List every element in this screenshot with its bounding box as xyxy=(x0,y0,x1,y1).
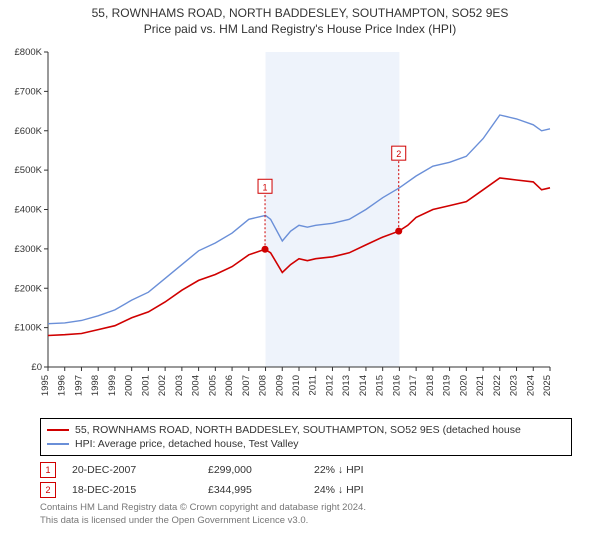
sales-table: 1 20-DEC-2007 £299,000 22% ↓ HPI 2 18-DE… xyxy=(40,462,572,498)
footnote-line: Contains HM Land Registry data © Crown c… xyxy=(40,502,572,514)
svg-text:2021: 2021 xyxy=(475,375,486,396)
svg-text:2015: 2015 xyxy=(375,375,386,396)
svg-text:2005: 2005 xyxy=(207,375,218,396)
sale-date: 18-DEC-2015 xyxy=(72,484,192,496)
svg-text:2000: 2000 xyxy=(124,375,135,396)
sale-diff: 24% ↓ HPI xyxy=(314,484,404,496)
svg-text:2007: 2007 xyxy=(241,375,252,396)
svg-text:2018: 2018 xyxy=(425,375,436,396)
svg-text:2006: 2006 xyxy=(224,375,235,396)
svg-text:£0: £0 xyxy=(31,362,42,373)
line-chart: £0 £100K £200K £300K £400K £500K £600K £700K £80… xyxy=(0,42,560,412)
svg-text:2016: 2016 xyxy=(391,375,402,396)
svg-text:2004: 2004 xyxy=(191,375,202,396)
svg-text:2002: 2002 xyxy=(157,375,168,396)
svg-text:1999: 1999 xyxy=(107,375,118,396)
svg-text:£400K: £400K xyxy=(15,205,43,216)
svg-text:2013: 2013 xyxy=(341,375,352,396)
svg-text:2019: 2019 xyxy=(442,375,453,396)
svg-text:£600K: £600K xyxy=(15,126,43,137)
sale-price: £299,000 xyxy=(208,464,298,476)
svg-text:2003: 2003 xyxy=(174,375,185,396)
svg-text:2009: 2009 xyxy=(274,375,285,396)
chart-title: 55, ROWNHAMS ROAD, NORTH BADDESLEY, SOUT… xyxy=(0,6,600,20)
svg-text:2: 2 xyxy=(396,149,401,159)
svg-text:£100K: £100K xyxy=(15,323,43,334)
svg-text:2023: 2023 xyxy=(509,375,520,396)
legend-label: HPI: Average price, detached house, Test… xyxy=(75,437,299,451)
legend-swatch xyxy=(47,429,69,431)
legend-label: 55, ROWNHAMS ROAD, NORTH BADDESLEY, SOUT… xyxy=(75,423,521,437)
svg-text:2014: 2014 xyxy=(358,375,369,396)
sale-diff: 22% ↓ HPI xyxy=(314,464,404,476)
svg-text:2012: 2012 xyxy=(324,375,335,396)
footnote-line: This data is licensed under the Open Gov… xyxy=(40,515,572,527)
svg-text:£700K: £700K xyxy=(15,86,43,97)
sale-marker-icon: 1 xyxy=(40,462,56,478)
svg-text:2017: 2017 xyxy=(408,375,419,396)
svg-text:1: 1 xyxy=(263,182,268,192)
sale-price: £344,995 xyxy=(208,484,298,496)
svg-text:1995: 1995 xyxy=(40,375,51,396)
svg-text:2011: 2011 xyxy=(308,375,319,395)
svg-text:2001: 2001 xyxy=(140,375,151,396)
svg-text:1996: 1996 xyxy=(57,375,68,396)
svg-text:2025: 2025 xyxy=(542,375,553,396)
svg-text:£200K: £200K xyxy=(15,283,43,294)
sale-marker-icon: 2 xyxy=(40,482,56,498)
svg-text:£300K: £300K xyxy=(15,244,43,255)
svg-text:£500K: £500K xyxy=(15,165,43,176)
sale-date: 20-DEC-2007 xyxy=(72,464,192,476)
svg-text:2020: 2020 xyxy=(458,375,469,396)
chart-subtitle: Price paid vs. HM Land Registry's House … xyxy=(0,22,600,36)
sale-row: 2 18-DEC-2015 £344,995 24% ↓ HPI xyxy=(40,482,572,498)
legend-item-price-paid: 55, ROWNHAMS ROAD, NORTH BADDESLEY, SOUT… xyxy=(47,423,565,437)
svg-text:2008: 2008 xyxy=(258,375,269,396)
legend-item-hpi: HPI: Average price, detached house, Test… xyxy=(47,437,565,451)
legend: 55, ROWNHAMS ROAD, NORTH BADDESLEY, SOUT… xyxy=(40,418,572,456)
legend-swatch xyxy=(47,443,69,445)
footnote: Contains HM Land Registry data © Crown c… xyxy=(40,502,572,527)
svg-text:£800K: £800K xyxy=(15,47,43,58)
svg-text:2010: 2010 xyxy=(291,375,302,396)
svg-text:2024: 2024 xyxy=(525,375,536,396)
sale-row: 1 20-DEC-2007 £299,000 22% ↓ HPI xyxy=(40,462,572,478)
svg-text:1997: 1997 xyxy=(73,375,84,396)
svg-text:1998: 1998 xyxy=(90,375,101,396)
svg-text:2022: 2022 xyxy=(492,375,503,396)
